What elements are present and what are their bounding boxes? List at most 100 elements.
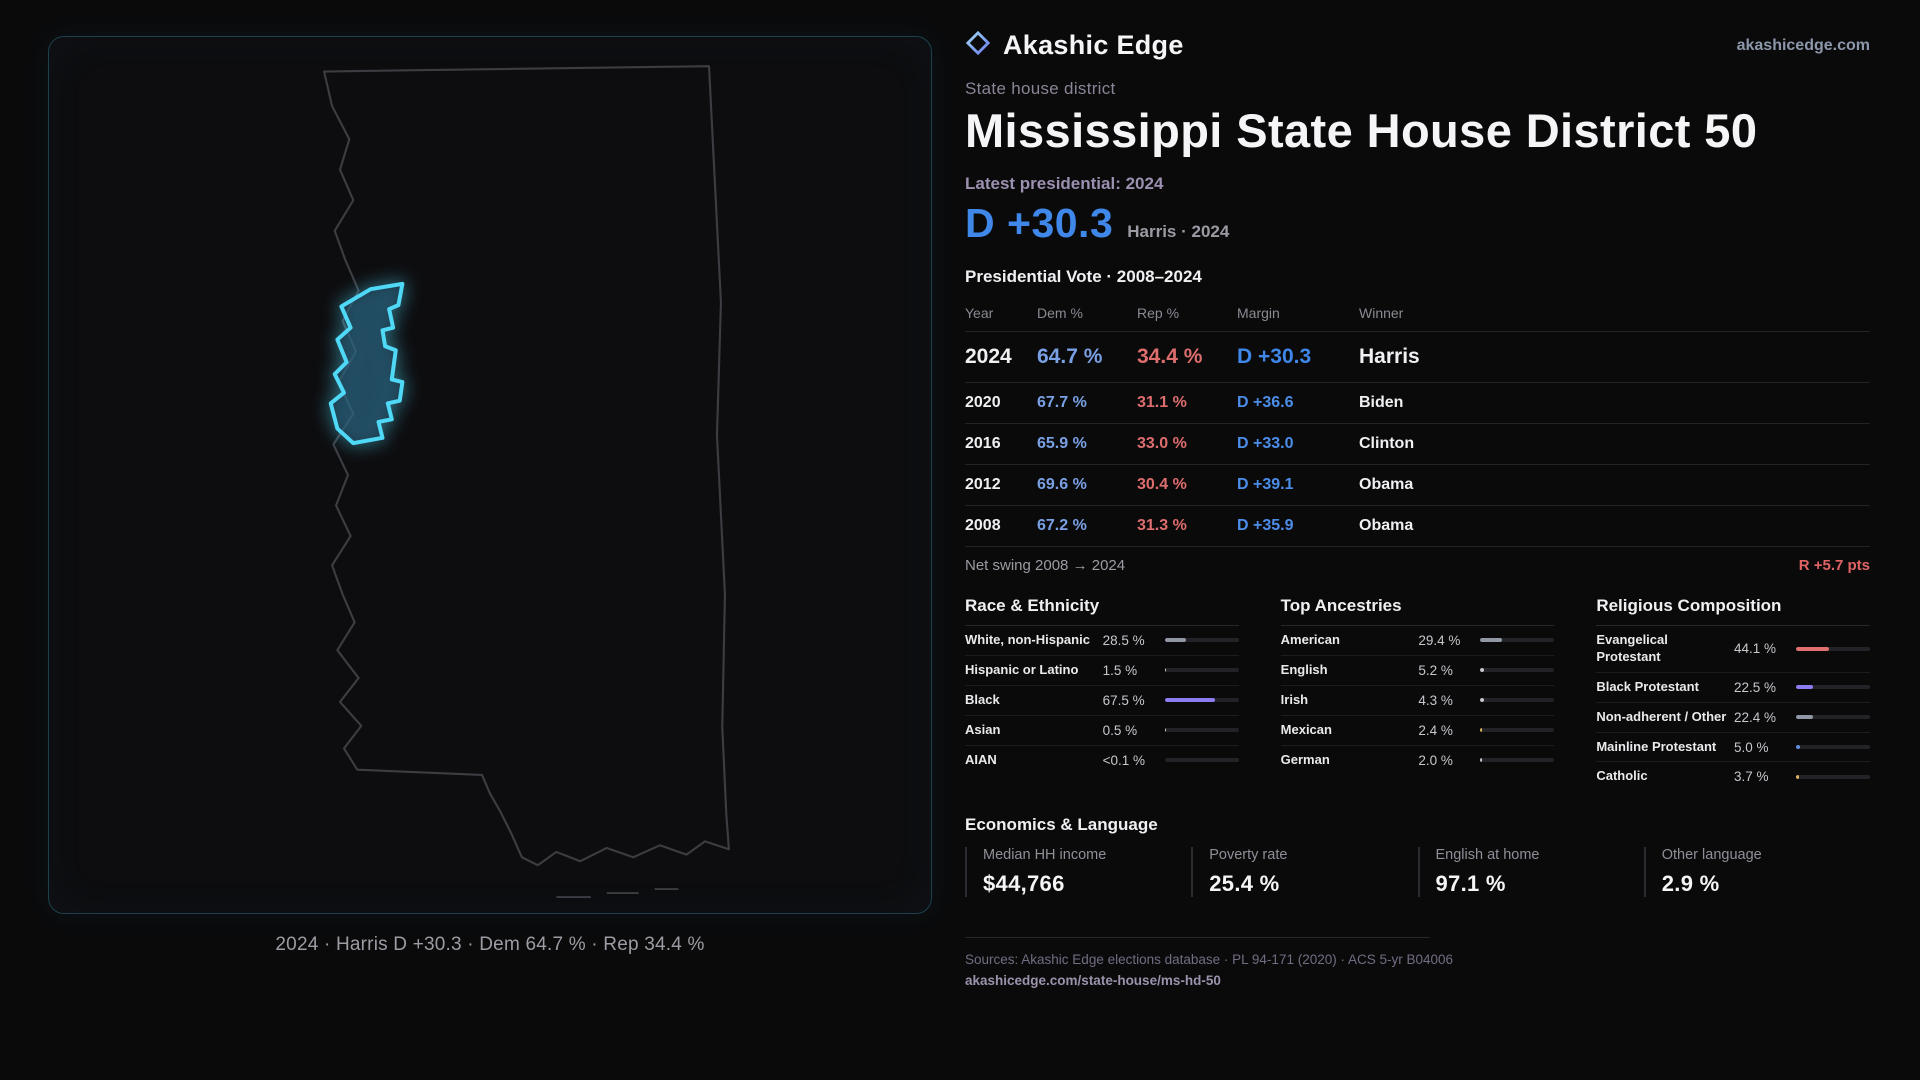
net-swing-row: Net swing 2008 → 2024 R +5.7 pts	[965, 546, 1870, 584]
cell-rep: 31.1 %	[1137, 394, 1187, 411]
economics-title: Economics & Language	[965, 815, 1158, 835]
list-item: White, non-Hispanic 28.5 %	[965, 626, 1239, 656]
demo-label: Non-adherent / Other	[1596, 708, 1727, 724]
table-header-row: Year Dem % Rep % Margin Winner	[965, 297, 1870, 331]
cell-winner: Obama	[1359, 517, 1414, 534]
table-row: 2016 65.9 % 33.0 % D +33.0 Clinton	[965, 423, 1870, 464]
col-header-dem: Dem %	[1037, 305, 1083, 321]
site-link[interactable]: akashicedge.com	[1736, 36, 1870, 54]
demo-label: Black Protestant	[1596, 678, 1699, 694]
bar-fill	[1795, 774, 1799, 779]
headline-margin: D +30.3 Harris · 2024	[965, 200, 1870, 247]
list-item: Hispanic or Latino 1.5 %	[965, 656, 1239, 686]
col-header-winner: Winner	[1359, 305, 1404, 321]
demo-value: 5.2 %	[1418, 662, 1453, 678]
table-row: 2024 64.7 % 34.4 % D +30.3 Harris	[965, 331, 1870, 382]
demo-label: Mainline Protestant	[1596, 738, 1717, 754]
list-item: Black Protestant 22.5 %	[1596, 673, 1870, 703]
district-50-shape[interactable]	[328, 281, 405, 446]
stat-median-income: Median HH income $44,766	[965, 847, 1191, 898]
brand: Akashic Edge	[965, 30, 1184, 61]
bar-fill	[1795, 715, 1813, 720]
economics-stats: Median HH income $44,766 Poverty rate 25…	[965, 847, 1870, 898]
stat-label: English at home	[1435, 847, 1540, 864]
vote-table-title: Presidential Vote · 2008–2024	[965, 267, 1202, 286]
demo-label: Black	[965, 691, 1000, 707]
bar-fill	[1164, 698, 1215, 703]
demo-value: 2.4 %	[1418, 722, 1453, 738]
stat-label: Poverty rate	[1209, 847, 1288, 864]
bar-track	[1795, 685, 1870, 690]
cell-dem: 64.7 %	[1037, 345, 1103, 368]
stat-poverty-rate: Poverty rate 25.4 %	[1191, 847, 1417, 898]
demo-label: Hispanic or Latino	[965, 661, 1079, 677]
cell-margin: D +39.1	[1237, 476, 1294, 493]
table-row: 2008 67.2 % 31.3 % D +35.9 Obama	[965, 505, 1870, 546]
bar-fill	[1795, 745, 1800, 749]
list-item: Irish 4.3 %	[1280, 686, 1555, 716]
footer-divider	[965, 937, 1430, 939]
col-header-year: Year	[965, 305, 994, 321]
stat-label: Median HH income	[983, 847, 1107, 864]
cell-dem: 67.2 %	[1037, 517, 1087, 534]
table-row: 2012 69.6 % 30.4 % D +39.1 Obama	[965, 464, 1870, 505]
demo-label: AIAN	[965, 751, 997, 767]
bar-fill	[1795, 685, 1813, 690]
map-caption: 2024 · Harris D +30.3 · Dem 64.7 % · Rep…	[275, 934, 705, 955]
stat-value: $44,766	[983, 871, 1065, 897]
bar-track	[1795, 745, 1870, 749]
header: Akashic Edge akashicedge.com	[965, 30, 1870, 61]
list-item: Catholic 3.7 %	[1596, 762, 1870, 791]
cell-winner: Harris	[1359, 345, 1420, 368]
demo-label: Evangelical Protestant	[1596, 632, 1668, 664]
bar-track	[1164, 728, 1239, 733]
demo-value: 22.4 %	[1733, 709, 1777, 725]
demo-label: German	[1280, 751, 1330, 767]
demo-value: 29.4 %	[1418, 632, 1461, 648]
cell-rep: 30.4 %	[1137, 476, 1187, 493]
cell-margin: D +35.9	[1237, 517, 1294, 534]
bar-fill	[1480, 698, 1484, 703]
list-item: Non-adherent / Other 22.4 %	[1596, 703, 1870, 733]
bar-track	[1480, 698, 1555, 703]
sources-text: Sources: Akashic Edge elections database…	[965, 952, 1454, 968]
ancestries-column: Top Ancestries American 29.4 % English 5…	[1280, 596, 1555, 791]
cell-winner: Obama	[1359, 476, 1414, 493]
cell-dem: 69.6 %	[1037, 476, 1087, 493]
demo-value: 22.5 %	[1733, 679, 1777, 695]
cell-rep: 31.3 %	[1137, 517, 1187, 534]
kicker: State house district	[965, 79, 1116, 98]
list-item: Black 67.5 %	[965, 686, 1239, 716]
diamond-logo-icon	[965, 30, 991, 61]
religion-title: Religious Composition	[1596, 596, 1870, 626]
list-item: English 5.2 %	[1280, 656, 1555, 686]
demo-label: Asian	[965, 721, 1001, 737]
bar-fill	[1480, 638, 1503, 643]
bar-track	[1795, 774, 1870, 779]
mississippi-map	[323, 65, 730, 899]
state-outline-path	[323, 65, 730, 867]
bar-fill	[1480, 758, 1482, 762]
stat-value: 97.1 %	[1435, 871, 1506, 897]
col-header-rep: Rep %	[1137, 305, 1180, 321]
race-ethnicity-column: Race & Ethnicity White, non-Hispanic 28.…	[965, 596, 1239, 791]
list-item: Mexican 2.4 %	[1280, 716, 1555, 746]
district-report: Akashic Edge akashicedge.com State house…	[965, 30, 1870, 990]
headline-margin-value: D +30.3	[965, 200, 1114, 246]
headline-margin-detail: Harris · 2024	[1127, 222, 1230, 241]
permalink[interactable]: akashicedge.com/state-house/ms-hd-50	[965, 973, 1221, 989]
cell-year: 2016	[965, 435, 1001, 452]
table-row: 2020 67.7 % 31.1 % D +36.6 Biden	[965, 382, 1870, 423]
cell-year: 2008	[965, 517, 1001, 534]
demo-label: English	[1280, 661, 1328, 677]
stat-value: 2.9 %	[1661, 871, 1720, 897]
map-pane: 2024 · Harris D +30.3 · Dem 64.7 % · Rep…	[48, 36, 932, 956]
cell-rep: 34.4 %	[1137, 345, 1203, 368]
bar-track	[1795, 715, 1870, 720]
bar-fill	[1164, 638, 1186, 643]
religion-column: Religious Composition Evangelical Protes…	[1596, 596, 1870, 791]
demo-label: Catholic	[1596, 768, 1648, 784]
demo-label: Mexican	[1280, 721, 1332, 737]
bar-fill	[1795, 646, 1829, 651]
race-ethnicity-title: Race & Ethnicity	[965, 596, 1239, 626]
